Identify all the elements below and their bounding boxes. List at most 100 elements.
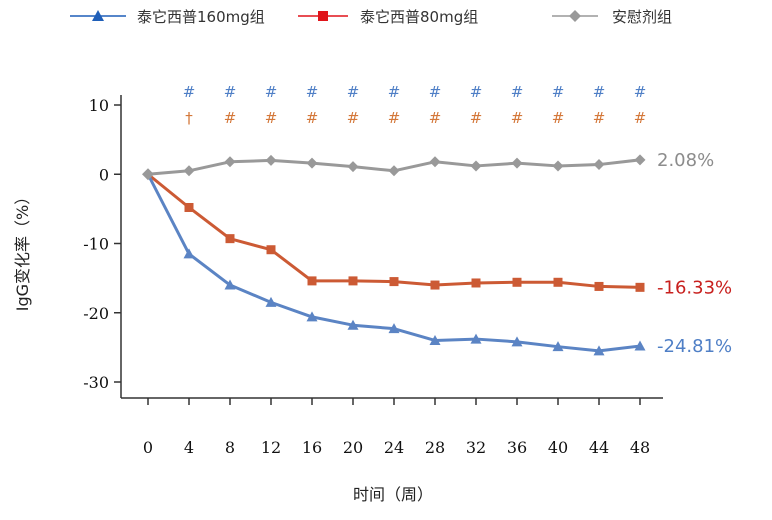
series-end-label: -16.33%: [657, 277, 732, 298]
series-triangle: [146, 173, 646, 356]
data-point: [552, 160, 564, 172]
data-point: [348, 276, 358, 286]
significance-mark: #: [552, 83, 565, 101]
axes: 100-10-20-300 4 8 12 16 20 24 28 32 36 40 44 48时间（周）…: [13, 95, 663, 504]
significance-mark: #: [224, 83, 237, 101]
data-point: [512, 277, 522, 287]
legend-marker-triangle: [92, 10, 104, 21]
end-labels: -24.81% -16.33% 2.08%: [657, 150, 732, 357]
x-tick-label: 32: [466, 438, 486, 457]
origin-point: [142, 168, 154, 181]
legend: 泰它西普160mg组 泰它西普80mg组 安慰剂组: [70, 8, 672, 26]
data-point: [265, 154, 277, 166]
x-tick-label: 8: [225, 438, 235, 457]
x-tick-label: 4: [184, 438, 194, 457]
legend-marker-square: [318, 11, 328, 21]
data-point: [347, 319, 359, 330]
data-point: [593, 345, 605, 356]
x-tick-label: 28: [425, 438, 445, 457]
legend-marker-diamond: [569, 10, 581, 22]
significance-mark: #: [511, 83, 524, 101]
x-tick-label: 44: [589, 438, 609, 457]
data-point: [594, 281, 604, 291]
data-point: [225, 234, 235, 244]
data-point: [430, 280, 440, 290]
data-point: [634, 154, 646, 166]
significance-mark: #: [552, 109, 565, 127]
data-point: [429, 334, 441, 345]
data-point: [183, 248, 195, 259]
data-point: [389, 277, 399, 287]
legend-label: 泰它西普160mg组: [137, 8, 265, 26]
data-point: [183, 165, 195, 177]
legend-item: 泰它西普80mg组: [298, 8, 478, 26]
significance-mark: #: [347, 109, 360, 127]
data-point: [593, 159, 605, 171]
significance-mark: #: [224, 109, 237, 127]
data-point: [470, 160, 482, 172]
significance-mark: #: [388, 109, 401, 127]
x-tick-label: 24: [384, 438, 404, 457]
significance-mark: #: [429, 109, 442, 127]
data-point: [635, 282, 645, 292]
significance-mark: #: [306, 109, 319, 127]
data-point: [224, 279, 236, 290]
x-tick-label: 0: [143, 438, 153, 457]
y-tick-label: -30: [83, 373, 109, 392]
significance-mark: #: [511, 109, 524, 127]
series-end-label: -24.81%: [657, 336, 732, 357]
series-line: [147, 173, 641, 289]
data-point: [307, 276, 317, 286]
data-point: [552, 341, 564, 352]
y-axis-title: IgG变化率（%）: [13, 189, 32, 311]
significance-mark: #: [593, 109, 606, 127]
data-point: [471, 278, 481, 288]
x-tick-label: 36: [507, 438, 527, 457]
data-point: [184, 202, 194, 212]
x-tick-label: 48: [630, 438, 650, 457]
data-point: [388, 323, 400, 334]
data-point: [553, 277, 563, 287]
significance-mark: #: [634, 109, 647, 127]
legend-item: 安慰剂组: [552, 8, 672, 26]
significance-mark: †: [185, 109, 193, 127]
y-tick-label: 10: [89, 96, 109, 115]
significance-mark: #: [634, 83, 647, 101]
data-point: [224, 156, 236, 168]
data-point: [347, 161, 359, 173]
x-tick-label: 40: [548, 438, 568, 457]
data-point: [511, 336, 523, 347]
significance-mark: #: [265, 83, 278, 101]
x-tick-label: 20: [343, 438, 363, 457]
series-end-label: 2.08%: [657, 150, 714, 171]
significance-mark: #: [470, 109, 483, 127]
data-point: [306, 157, 318, 169]
y-tick-label: -10: [83, 235, 109, 254]
series-diamond: [147, 154, 646, 177]
significance-mark: #: [470, 83, 483, 101]
data-point: [634, 340, 646, 351]
significance-mark: #: [347, 83, 360, 101]
legend-item: 泰它西普160mg组: [70, 8, 265, 26]
data-point: [388, 165, 400, 177]
significance-mark: #: [183, 83, 196, 101]
significance-markers: # # # # # # # # # # # # † # # # # # # # # # # #: [183, 83, 647, 127]
x-axis-title: 时间（周）: [353, 485, 433, 504]
x-tick-label: 12: [261, 438, 281, 457]
significance-mark: #: [265, 109, 278, 127]
legend-label: 安慰剂组: [612, 8, 672, 26]
data-point: [429, 156, 441, 168]
data-point: [306, 311, 318, 322]
legend-label: 泰它西普80mg组: [360, 8, 478, 26]
y-tick-label: 0: [99, 165, 109, 184]
data-point: [511, 157, 523, 169]
significance-mark: #: [306, 83, 319, 101]
significance-mark: #: [593, 83, 606, 101]
series-square: [147, 173, 645, 292]
x-tick-label: 16: [302, 438, 322, 457]
data-point: [265, 296, 277, 307]
data-point: [470, 333, 482, 344]
data-point: [266, 245, 276, 255]
series-lines: [142, 154, 646, 356]
